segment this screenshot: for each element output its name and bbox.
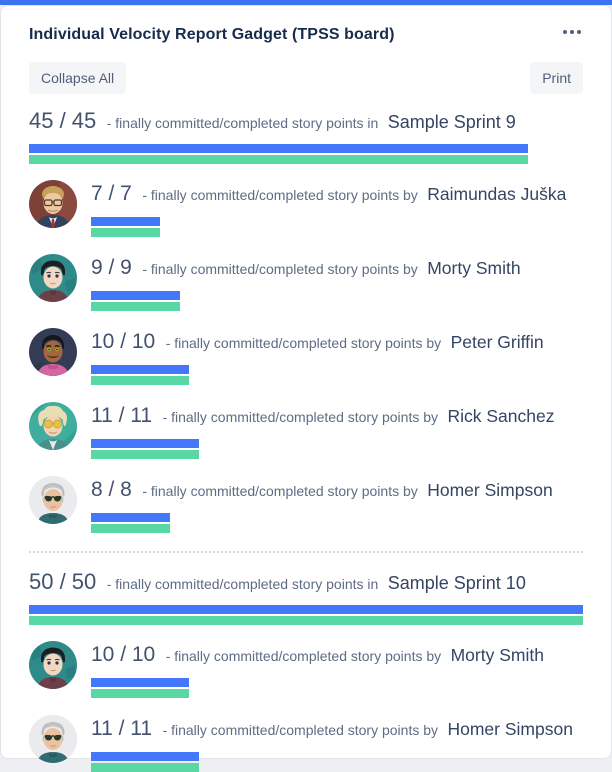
avatar bbox=[29, 715, 77, 763]
person-row: 7 / 7 - finally committed/completed stor… bbox=[29, 180, 583, 237]
sprint-summary-text: - finally committed/completed story poin… bbox=[106, 576, 379, 592]
committed-bar bbox=[91, 752, 200, 761]
person-summary-text: - finally committed/completed story poin… bbox=[162, 722, 439, 738]
sprint-summary-text: - finally committed/completed story poin… bbox=[106, 115, 379, 131]
person-name: Raimundas Juška bbox=[427, 184, 567, 204]
avatar-peter-icon bbox=[29, 328, 77, 376]
person-points-value: 10 / 10 bbox=[91, 643, 156, 666]
completed-bar bbox=[29, 155, 528, 164]
person-bars bbox=[91, 439, 583, 459]
person-row: 11 / 11 - finally committed/completed st… bbox=[29, 402, 583, 459]
committed-bar bbox=[91, 513, 170, 522]
person-summary-text: - finally committed/completed story poin… bbox=[142, 483, 418, 499]
completed-bar bbox=[29, 616, 583, 625]
person-bars bbox=[91, 291, 583, 311]
person-points-value: 7 / 7 bbox=[91, 182, 132, 205]
person-row: 8 / 8 - finally committed/completed stor… bbox=[29, 476, 583, 533]
committed-bar bbox=[29, 144, 528, 153]
person-row: 10 / 10 - finally committed/completed st… bbox=[29, 328, 583, 385]
person-row: 11 / 11 - finally committed/completed st… bbox=[29, 715, 583, 772]
person-summary-text: - finally committed/completed story poin… bbox=[165, 648, 442, 664]
person-points-value: 9 / 9 bbox=[91, 256, 132, 279]
section-divider bbox=[29, 551, 583, 553]
sprint-name: Sample Sprint 9 bbox=[387, 112, 516, 132]
person-name: Peter Griffin bbox=[450, 332, 544, 352]
committed-bar bbox=[91, 365, 190, 374]
completed-bar bbox=[91, 302, 180, 311]
completed-bar bbox=[91, 376, 190, 385]
gadget-menu-button[interactable] bbox=[561, 26, 583, 38]
committed-bar bbox=[91, 678, 190, 687]
committed-bar bbox=[91, 291, 180, 300]
sprint-summary-sprint-10[interactable]: 50 / 50 - finally committed/completed st… bbox=[29, 569, 583, 598]
avatar-rick-icon bbox=[29, 402, 77, 450]
completed-bar bbox=[91, 689, 190, 698]
sprint-section: 50 / 50 - finally committed/completed st… bbox=[29, 569, 583, 772]
avatar-raimundas-icon bbox=[29, 180, 77, 228]
avatar bbox=[29, 254, 77, 302]
avatar-homer-icon bbox=[29, 476, 77, 524]
committed-bar bbox=[91, 217, 160, 226]
person-bars bbox=[91, 217, 583, 237]
gadget-title: Individual Velocity Report Gadget (TPSS … bbox=[29, 26, 395, 43]
person-name: Morty Smith bbox=[427, 258, 521, 278]
gadget-accent-strip bbox=[0, 0, 612, 5]
sprint-bars bbox=[29, 605, 583, 625]
person-bars bbox=[91, 752, 583, 772]
collapse-all-button[interactable]: Collapse All bbox=[29, 62, 127, 94]
completed-bar bbox=[91, 524, 170, 533]
person-points-value: 11 / 11 bbox=[91, 404, 153, 427]
sprint-name: Sample Sprint 10 bbox=[387, 573, 526, 593]
sprint-summary-sprint-9[interactable]: 45 / 45 - finally committed/completed st… bbox=[29, 108, 583, 137]
person-name: Morty Smith bbox=[450, 645, 544, 665]
person-row: 10 / 10 - finally committed/completed st… bbox=[29, 641, 583, 698]
avatar bbox=[29, 641, 77, 689]
committed-bar bbox=[29, 605, 583, 614]
person-name: Homer Simpson bbox=[427, 480, 553, 500]
sprint-points-value: 50 / 50 bbox=[29, 569, 97, 594]
gadget-toolbar: Collapse All Print bbox=[29, 62, 583, 94]
person-summary-text: - finally committed/completed story poin… bbox=[162, 409, 439, 425]
person-summary-text: - finally committed/completed story poin… bbox=[142, 187, 418, 203]
completed-bar bbox=[91, 228, 160, 237]
person-points-value: 8 / 8 bbox=[91, 478, 132, 501]
more-horizontal-icon bbox=[577, 30, 581, 34]
person-bars bbox=[91, 678, 583, 698]
sprint-bars bbox=[29, 144, 583, 164]
committed-bar bbox=[91, 439, 200, 448]
sprint-points-value: 45 / 45 bbox=[29, 108, 97, 133]
person-points-value: 11 / 11 bbox=[91, 717, 153, 740]
print-button[interactable]: Print bbox=[530, 62, 583, 94]
more-horizontal-icon bbox=[570, 30, 574, 34]
person-bars bbox=[91, 365, 583, 385]
avatar bbox=[29, 402, 77, 450]
avatar bbox=[29, 180, 77, 228]
person-points-value: 10 / 10 bbox=[91, 330, 156, 353]
person-summary-text: - finally committed/completed story poin… bbox=[165, 335, 442, 351]
person-bars bbox=[91, 513, 583, 533]
avatar-morty-icon bbox=[29, 254, 77, 302]
completed-bar bbox=[91, 763, 200, 772]
more-horizontal-icon bbox=[563, 30, 567, 34]
velocity-gadget-card: Individual Velocity Report Gadget (TPSS … bbox=[0, 5, 612, 772]
sprint-section: 45 / 45 - finally committed/completed st… bbox=[29, 108, 583, 533]
person-row: 9 / 9 - finally committed/completed stor… bbox=[29, 254, 583, 311]
gadget-header: Individual Velocity Report Gadget (TPSS … bbox=[29, 24, 583, 46]
person-name: Rick Sanchez bbox=[447, 406, 555, 426]
person-name: Homer Simpson bbox=[447, 719, 573, 739]
avatar-morty-icon bbox=[29, 641, 77, 689]
avatar bbox=[29, 328, 77, 376]
completed-bar bbox=[91, 450, 200, 459]
avatar bbox=[29, 476, 77, 524]
person-summary-text: - finally committed/completed story poin… bbox=[142, 261, 418, 277]
avatar-homer-icon bbox=[29, 715, 77, 763]
